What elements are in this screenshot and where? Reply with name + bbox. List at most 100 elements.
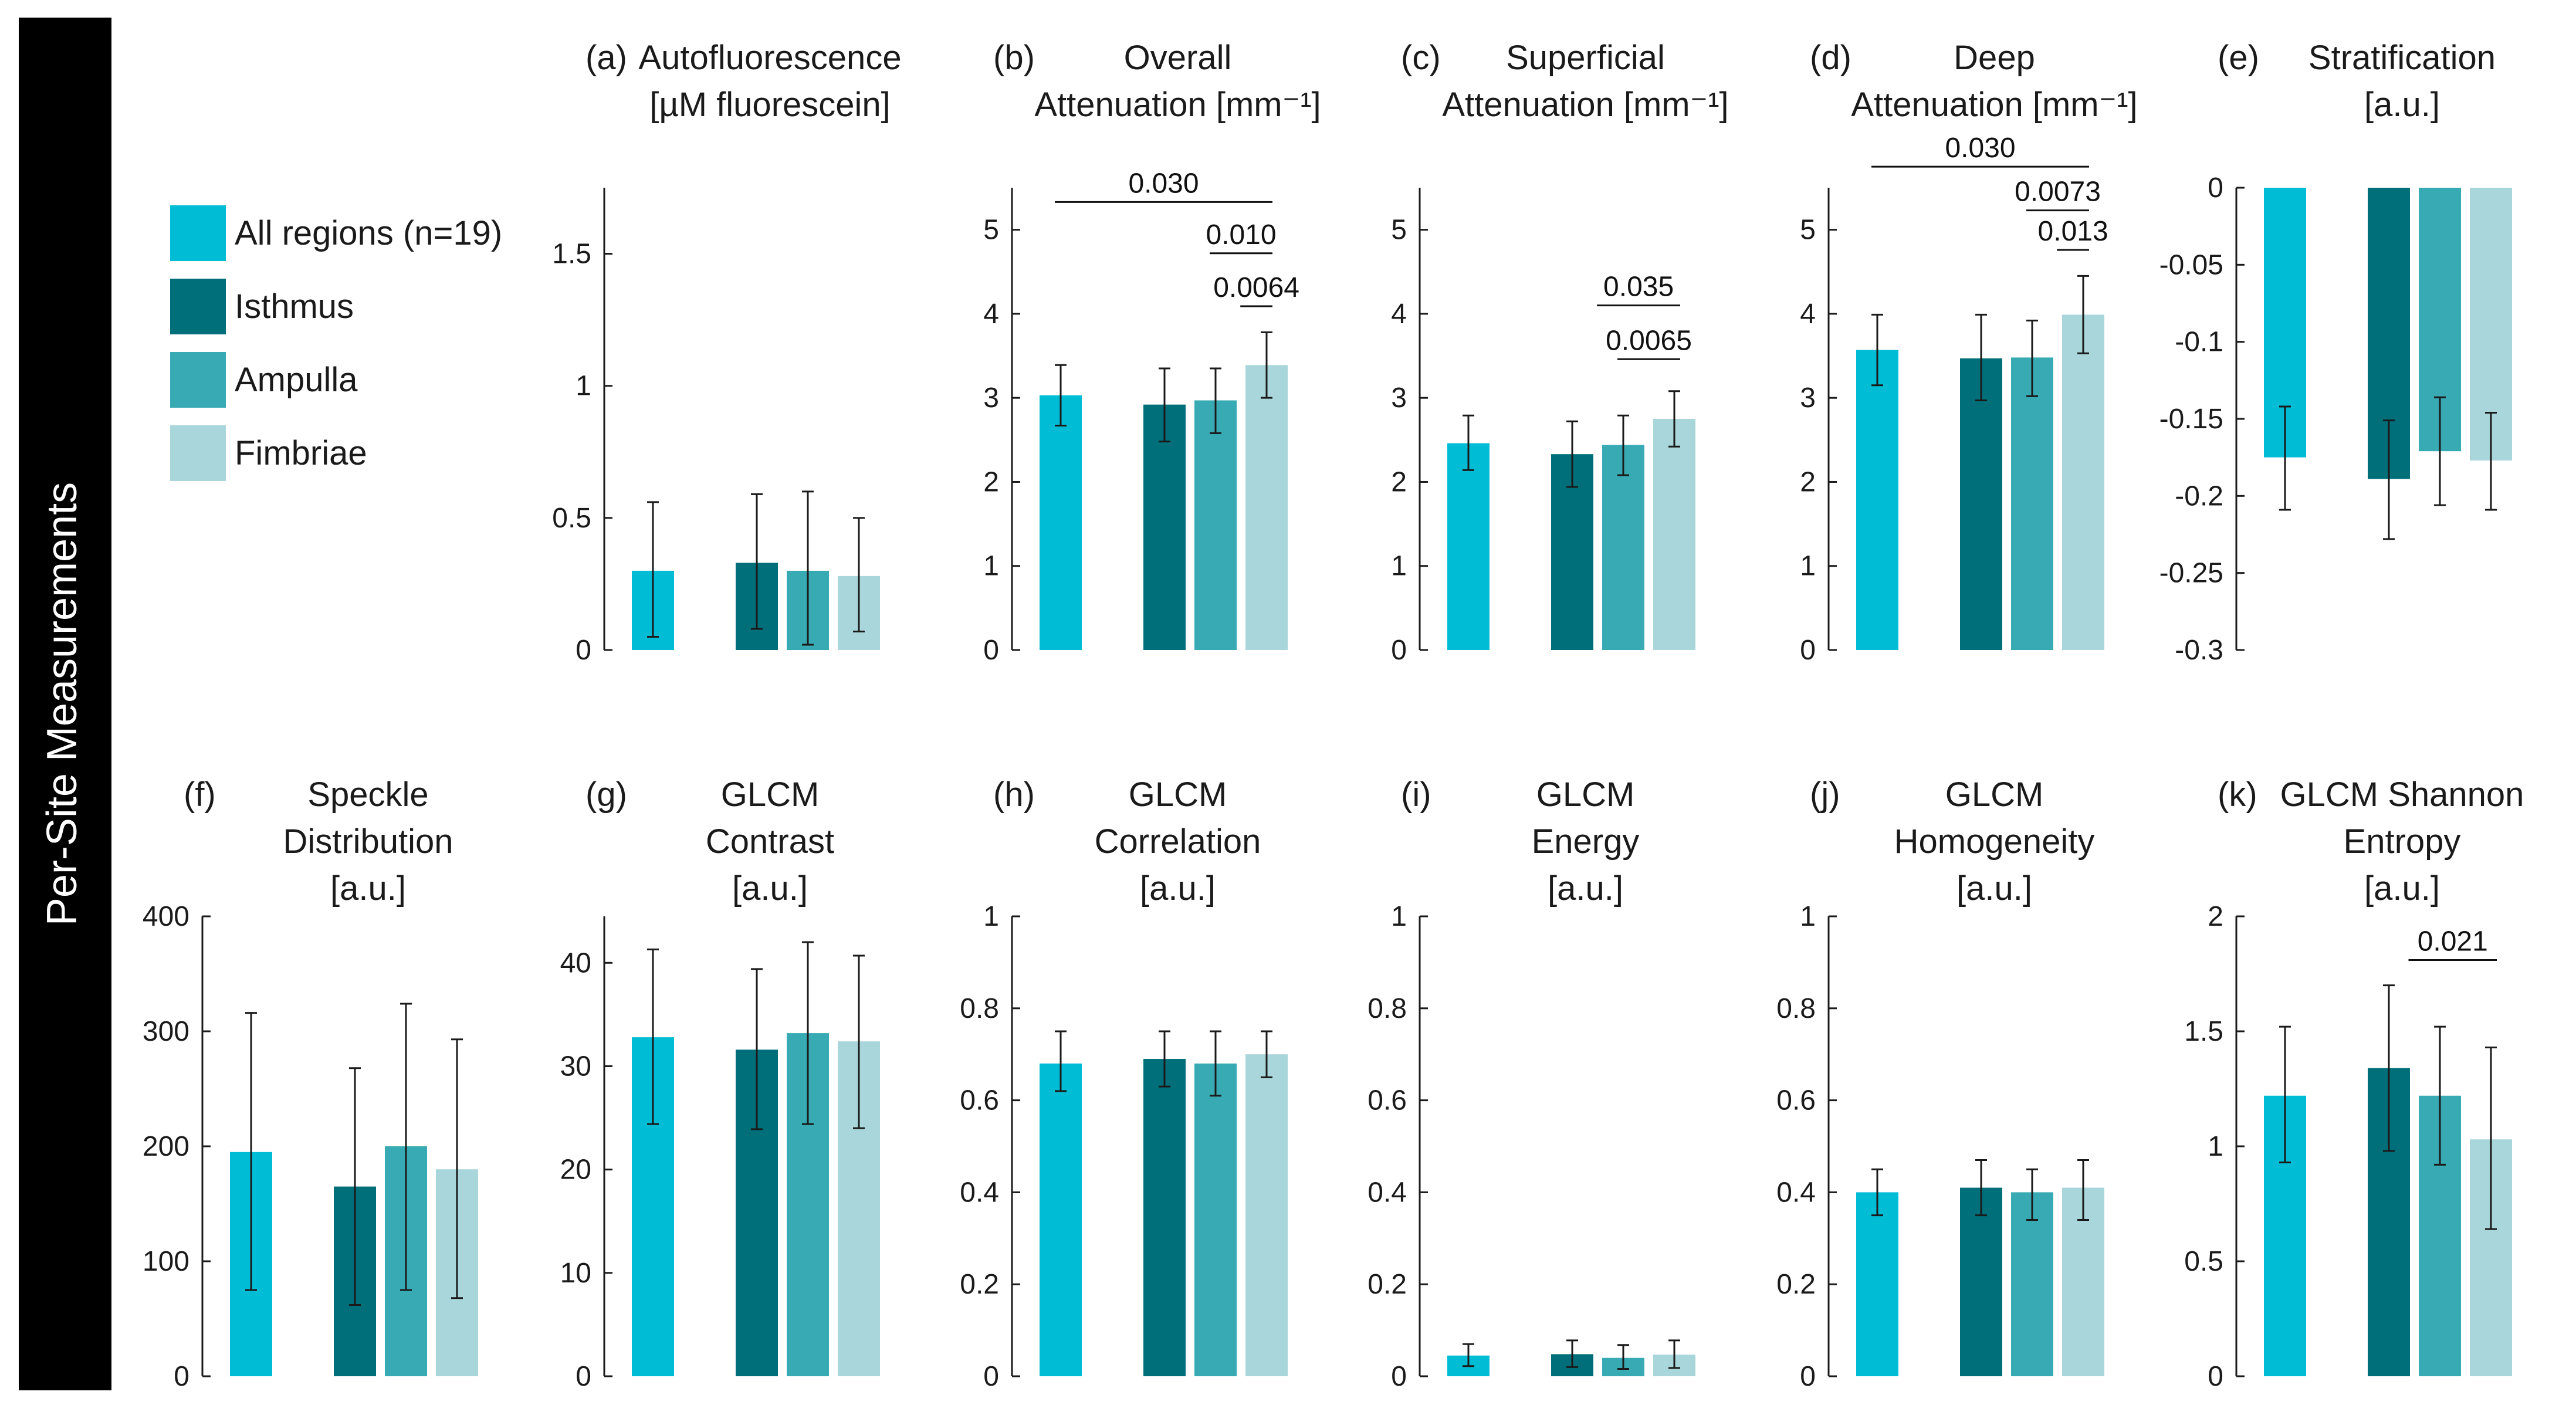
panel-label: (b) — [993, 39, 1035, 77]
panel-label: (c) — [1401, 39, 1441, 77]
error-bar — [2077, 1159, 2089, 1221]
bar-all-regions — [1447, 443, 1490, 650]
significance-label: 0.021 — [2418, 926, 2488, 957]
bar-ampulla — [1602, 445, 1644, 650]
error-bar — [1159, 1030, 1170, 1088]
panel-title-line: Attenuation [mm⁻¹] — [1034, 86, 1321, 124]
error-bar — [1975, 313, 1987, 401]
error-bar — [1617, 1344, 1629, 1370]
panel-d: (d) Deep Attenuation [mm⁻¹] 0 1 2 3 4 5 0.0300.00… — [1800, 39, 2137, 666]
y-tick-label: 1.5 — [552, 239, 591, 270]
error-bar — [1617, 414, 1629, 476]
significance-label: 0.035 — [1603, 272, 1674, 303]
panel-g: (g) GLCM Contrast [a.u.] 0 10 20 30 40 — [560, 776, 880, 1392]
panel-label: (d) — [1810, 39, 1851, 77]
y-tick-label: 2 — [1800, 466, 1816, 497]
error-bar — [2485, 411, 2497, 511]
y-tick-label: 10 — [560, 1258, 591, 1289]
error-bar — [451, 1038, 463, 1299]
error-bar — [1871, 313, 1883, 387]
panel-label: (i) — [1401, 776, 1431, 814]
error-bar — [1159, 367, 1170, 443]
error-bar — [2434, 396, 2446, 506]
y-tick-label: 0 — [2208, 172, 2223, 204]
y-tick-label: 3 — [983, 382, 999, 414]
y-tick-label: 30 — [560, 1051, 591, 1082]
error-bar — [802, 941, 814, 1125]
panel-title-line: [a.u.] — [2364, 86, 2440, 124]
y-tick-label: 0 — [983, 1361, 999, 1392]
error-bar — [853, 517, 865, 632]
panel-title-line: Distribution — [283, 822, 453, 861]
error-bar — [2026, 1168, 2038, 1221]
panel-title-line: Homogeneity — [1894, 822, 2095, 861]
panel-title-line: GLCM — [721, 776, 820, 814]
error-bar — [2026, 319, 2038, 397]
error-bar — [1566, 420, 1578, 488]
legend-label: All regions (n=19) — [235, 214, 502, 252]
panel-title-line: Attenuation [mm⁻¹] — [1851, 86, 2137, 124]
bar-all-regions — [1856, 350, 1898, 650]
panel-title-line: GLCM — [1945, 776, 2044, 814]
panel-c: (c) Superficial Attenuation [mm⁻¹] 0 1 2 3 4 5 0.… — [1391, 39, 1728, 666]
legend-label: Fimbriae — [235, 434, 367, 472]
legend-label: Isthmus — [235, 287, 354, 326]
bar-fimbriae — [1245, 365, 1288, 650]
y-tick-label: 0.4 — [1367, 1177, 1407, 1208]
y-tick-label: 40 — [560, 947, 591, 979]
legend-swatch — [170, 352, 226, 408]
error-bar — [647, 501, 659, 638]
error-bar — [2383, 419, 2395, 540]
panel-title-line: GLCM Shannon — [2280, 776, 2524, 814]
panel-i: (i) GLCM Energy [a.u.] 0 0.2 0.4 0.6 0.8 1 — [1367, 776, 1695, 1392]
panel-title-line: GLCM — [1536, 776, 1635, 814]
panel-title-line: GLCM — [1129, 776, 1227, 814]
y-tick-label: 3 — [1391, 382, 1407, 414]
panel-label: (a) — [585, 39, 627, 77]
y-tick-label: 0.2 — [1367, 1269, 1407, 1300]
bar-isthmus — [1960, 358, 2002, 650]
panel-label: (e) — [2218, 39, 2259, 77]
panel-title-line: Stratification — [2308, 39, 2496, 77]
significance-label: 0.013 — [2038, 216, 2108, 247]
panel-h: (h) GLCM Correlation [a.u.] 0 0.2 0.4 0.6 0.8 1 — [960, 776, 1288, 1392]
side-label: Per-Site Measurements — [39, 482, 86, 926]
y-tick-label: 0.8 — [960, 993, 999, 1024]
y-tick-label: 0.2 — [960, 1269, 999, 1300]
y-tick-label: 0 — [1391, 635, 1407, 666]
panel-label: (j) — [1810, 776, 1840, 814]
panel-a: (a) Autofluorescence [µM fluorescein] 0 0.5 1… — [552, 39, 901, 666]
y-tick-label: 0.4 — [1776, 1177, 1816, 1208]
y-tick-label: 0 — [2208, 1361, 2223, 1392]
error-bar — [1871, 1168, 1883, 1217]
error-bar — [1261, 331, 1272, 399]
y-tick-label: 0.8 — [1776, 993, 1816, 1024]
panel-title-line: [a.u.] — [2364, 869, 2440, 908]
y-tick-label: 0.5 — [2184, 1246, 2223, 1277]
significance-label: 0.010 — [1206, 219, 1276, 250]
y-tick-label: 0.5 — [552, 503, 591, 534]
y-tick-label: 2 — [2208, 901, 2223, 932]
y-tick-label: 20 — [560, 1155, 591, 1186]
y-tick-label: 1 — [1800, 901, 1816, 932]
panel-title-line: Deep — [1954, 39, 2035, 77]
y-tick-label: 1.5 — [2184, 1016, 2223, 1047]
legend: All regions (n=19) Isthmus Ampulla Fimbriae — [170, 205, 502, 481]
panel-e: (e) Stratification [a.u.] 0 -0.05 -0.1 -0.15 -0… — [2159, 39, 2512, 666]
y-tick-label: 0.4 — [960, 1177, 999, 1208]
legend-item: Isthmus — [170, 279, 354, 334]
y-tick-label: 2 — [1391, 466, 1407, 497]
panel-title-line: Entropy — [2344, 822, 2461, 861]
error-bar — [1055, 364, 1067, 426]
error-bar — [751, 493, 763, 630]
panel-title-line: [a.u.] — [1956, 869, 2032, 908]
panel-label: (k) — [2218, 776, 2257, 814]
y-tick-label: 3 — [1800, 382, 1816, 414]
y-tick-label: 200 — [143, 1131, 189, 1162]
bar-all-regions — [1040, 1063, 1082, 1376]
panel-title-line: [a.u.] — [330, 869, 406, 908]
bar-fimbriae — [1245, 1054, 1288, 1376]
error-bar — [2485, 1046, 2497, 1230]
bar-isthmus — [1143, 404, 1186, 650]
